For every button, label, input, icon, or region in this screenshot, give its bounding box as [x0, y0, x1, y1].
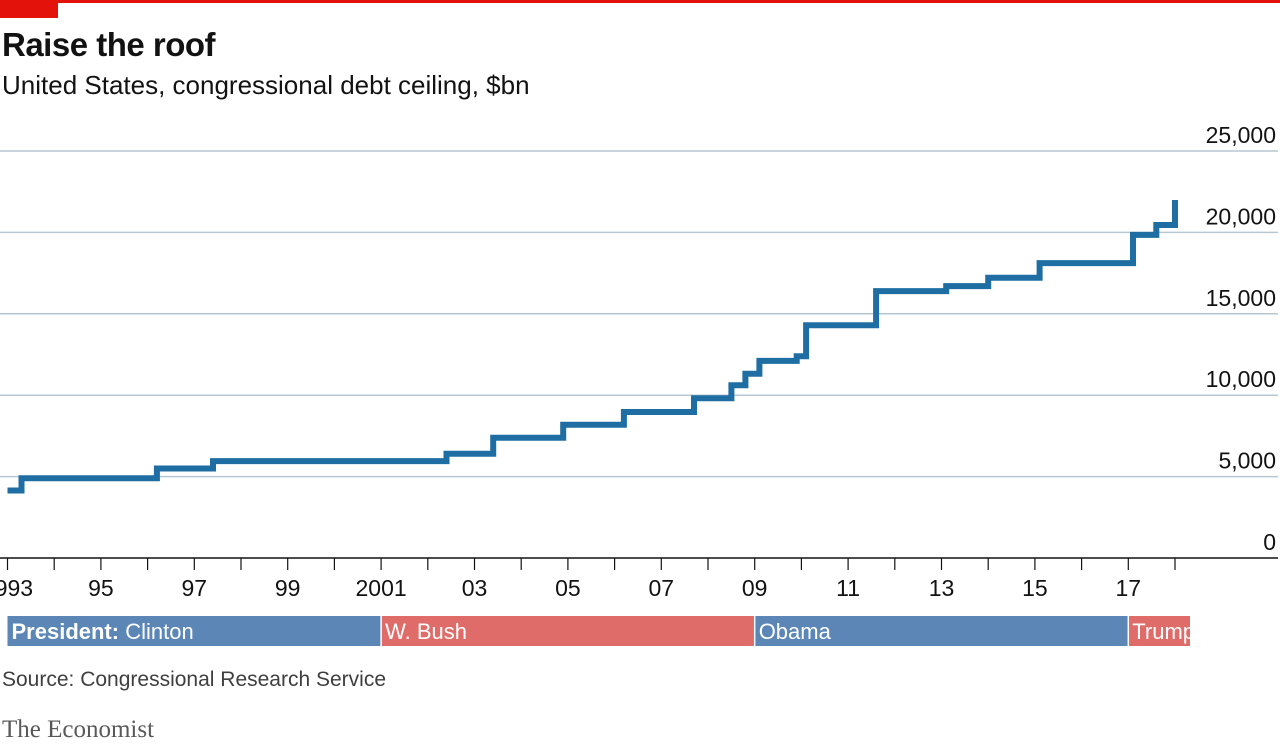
- y-tick-label: 15,000: [1206, 285, 1276, 311]
- president-label: President: Clinton: [12, 619, 194, 644]
- debt-ceiling-chart: 0 5,000 10,000 15,000 20,000 25,000 1993 95 97 99…: [0, 122, 1278, 646]
- chart-title: Raise the roof: [2, 26, 216, 63]
- president-band-w--bush: [381, 616, 755, 646]
- president-label: Trump: [1132, 619, 1195, 644]
- x-tick-label: 11: [836, 575, 860, 601]
- x-tick-label: 09: [742, 575, 768, 601]
- president-label: W. Bush: [385, 619, 467, 644]
- x-tick-label: 03: [462, 575, 488, 601]
- x-tick-label: 97: [182, 575, 208, 601]
- x-tick-label: 05: [555, 575, 581, 601]
- x-tick-label: 07: [649, 575, 675, 601]
- x-tick-label: 15: [1022, 575, 1048, 601]
- president-band-obama: [754, 616, 1129, 646]
- y-tick-label: 0: [1263, 529, 1276, 555]
- brand-tab: [0, 0, 58, 18]
- chart-subtitle: United States, congressional debt ceilin…: [2, 70, 530, 100]
- x-tick-label: 17: [1116, 575, 1142, 601]
- x-tick-label: 99: [275, 575, 301, 601]
- president-band-trump: [1128, 616, 1190, 646]
- y-tick-label: 10,000: [1206, 366, 1276, 392]
- x-tick-label: 95: [88, 575, 114, 601]
- y-tick-label: 25,000: [1206, 122, 1276, 148]
- x-tick-label: 1993: [0, 575, 33, 601]
- y-tick-label: 5,000: [1218, 448, 1276, 474]
- y-tick-label: 20,000: [1206, 203, 1276, 229]
- president-label: Obama: [759, 619, 832, 644]
- president-band-clinton: [7, 616, 382, 646]
- x-tick-label: 2001: [356, 575, 407, 601]
- source-note: Source: Congressional Research Service: [2, 668, 387, 691]
- debt-ceiling-line: [7, 200, 1178, 494]
- top-rule: [0, 0, 1280, 3]
- x-tick-label: 13: [929, 575, 955, 601]
- economist-logo: The Economist: [2, 716, 155, 743]
